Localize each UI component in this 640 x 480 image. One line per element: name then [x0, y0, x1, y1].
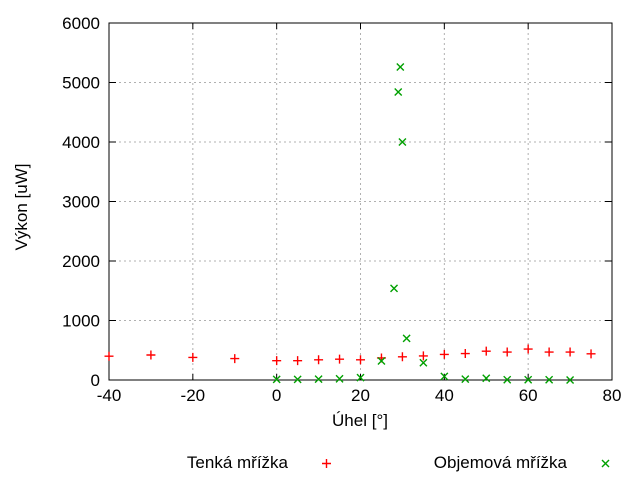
y-axis-title: Výkon [uW] [12, 163, 31, 251]
data-point-cross [566, 375, 575, 385]
data-point-cross [402, 334, 411, 343]
x-tick-label: 40 [435, 386, 454, 405]
data-point-cross [314, 375, 323, 384]
data-point-plus [293, 356, 303, 366]
data-point-plus [544, 347, 554, 357]
data-point-cross [390, 284, 399, 293]
data-point-plus [460, 349, 470, 359]
data-point-cross [394, 88, 403, 97]
data-point-cross [524, 375, 533, 384]
x-tick-label: 60 [519, 386, 538, 405]
y-tick-label: 4000 [62, 133, 100, 152]
x-tick-label: 0 [272, 386, 281, 405]
data-point-cross [293, 375, 302, 384]
x-tick-label: 20 [351, 386, 370, 405]
data-point-plus [272, 356, 282, 366]
data-point-plus [230, 354, 240, 364]
data-point-cross [545, 375, 554, 384]
data-point-cross [440, 372, 449, 381]
data-point-cross [398, 137, 407, 147]
data-point-cross [461, 375, 470, 384]
data-point-plus [188, 352, 198, 362]
data-point-plus [565, 347, 575, 357]
data-point-cross [272, 375, 281, 384]
data-point-cross [419, 358, 428, 367]
data-point-cross [503, 375, 512, 384]
data-point-plus [481, 346, 491, 356]
plus-marker-icon [322, 458, 331, 468]
data-point-plus [439, 349, 449, 359]
legend-item-objemova-mrizka: Objemová mřížka [434, 453, 612, 473]
x-tick-label: -20 [181, 386, 206, 405]
x-tick-label: -40 [97, 386, 122, 405]
legend-cross-glyph [601, 458, 610, 468]
data-point-cross [396, 63, 405, 72]
legend-item-tenka-mrizka: Tenká mřížka [187, 453, 333, 473]
data-point-plus [104, 351, 114, 361]
y-tick-label: 0 [91, 371, 100, 390]
data-point-plus [397, 352, 407, 362]
x-tick-label: 80 [603, 386, 622, 405]
legend-label-objemova-mrizka: Objemová mřížka [433, 453, 567, 472]
data-point-plus [356, 355, 365, 365]
y-tick-label: 6000 [62, 14, 100, 33]
data-point-plus [586, 349, 596, 359]
data-point-cross [356, 373, 365, 382]
y-tick-label: 3000 [62, 193, 100, 212]
data-point-plus [502, 347, 512, 357]
data-point-plus [335, 354, 345, 364]
legend-plus-glyph [322, 458, 331, 468]
y-tick-label: 5000 [62, 74, 100, 93]
data-point-cross [482, 374, 491, 383]
data-point-plus [523, 344, 533, 354]
data-point-plus [314, 355, 324, 365]
data-point-plus [418, 351, 428, 361]
data-point-cross [335, 374, 344, 383]
x-axis-title: Úhel [°] [332, 411, 388, 430]
data-point-cross [377, 356, 386, 365]
data-point-plus [146, 350, 156, 360]
y-tick-label: 1000 [62, 312, 100, 331]
y-tick-label: 2000 [62, 252, 100, 271]
legend-label-tenka-mrizka: Tenká mřížka [186, 453, 288, 472]
cross-marker-icon [601, 458, 610, 468]
